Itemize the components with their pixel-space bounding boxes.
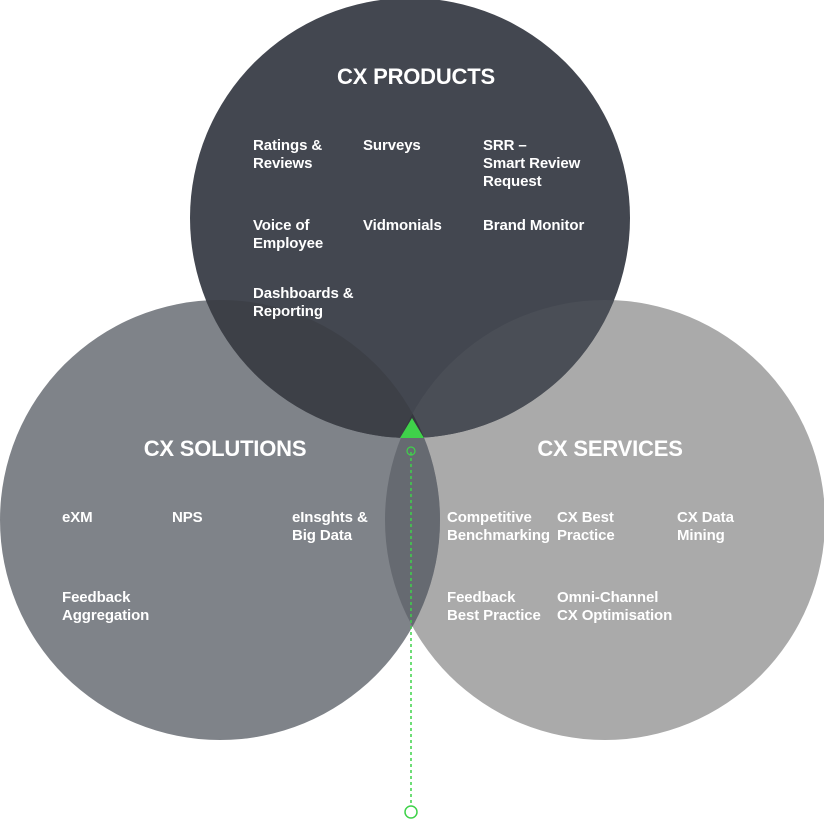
products-item-dashboards-reporting: Dashboards & Reporting <box>253 285 354 320</box>
solutions-item-einsights-big-data: eInsghts & Big Data <box>292 509 368 544</box>
products-item-brand-monitor: Brand Monitor <box>483 217 585 234</box>
products-services-overlap <box>385 300 630 438</box>
products-item-srr: SRR – Smart Review Request <box>483 137 581 190</box>
products-title: CX PRODUCTS <box>337 64 495 89</box>
services-item-cx-data-mining: CX Data Mining <box>677 509 734 544</box>
triangle-marker-icon <box>400 418 424 438</box>
services-item-omni-channel: Omni-Channel CX Optimisation <box>557 589 673 624</box>
products-item-vidmonials: Vidmonials <box>363 217 442 234</box>
products-solutions-overlap <box>190 300 440 438</box>
services-item-cx-best-practice: CX Best Practice <box>557 509 615 544</box>
solutions-item-exm: eXM <box>62 509 93 526</box>
services-item-feedback-best-practice: Feedback Best Practice <box>447 589 541 624</box>
guide-arrowhead-icon <box>406 446 416 456</box>
services-title: CX SERVICES <box>537 436 683 461</box>
solutions-item-nps: NPS <box>172 509 203 526</box>
solutions-title: CX SOLUTIONS <box>143 436 307 461</box>
guide-end-ring-icon <box>404 805 418 819</box>
products-item-surveys: Surveys <box>363 137 421 154</box>
products-item-ratings-reviews: Ratings & Reviews <box>253 137 323 172</box>
products-item-voice-of-employee: Voice of Employee <box>253 217 324 252</box>
solutions-item-feedback-aggregation: Feedback Aggregation <box>62 589 150 624</box>
services-item-competitive-benchmarking: Competitive Benchmarking <box>447 509 550 544</box>
